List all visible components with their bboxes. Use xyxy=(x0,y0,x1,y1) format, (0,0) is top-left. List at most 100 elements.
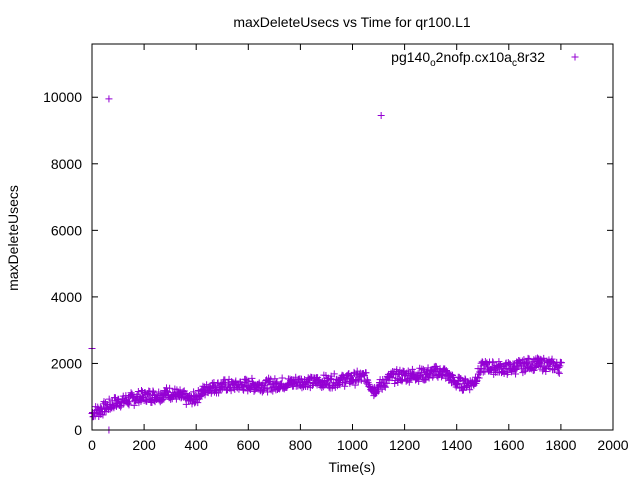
x-tick-label: 0 xyxy=(88,437,96,453)
data-point xyxy=(381,383,389,391)
data-point xyxy=(548,355,556,363)
y-tick-label: 0 xyxy=(74,422,82,438)
data-point xyxy=(525,355,533,363)
data-point xyxy=(125,401,133,409)
data-point xyxy=(181,389,189,397)
data-point xyxy=(556,362,564,370)
x-tick-label: 1000 xyxy=(337,437,368,453)
data-point xyxy=(260,385,268,393)
data-point xyxy=(523,359,531,367)
data-point-outlier xyxy=(105,95,113,103)
data-point xyxy=(166,384,174,392)
data-point xyxy=(421,376,429,384)
data-point xyxy=(442,367,450,375)
legend-label-part: pg140 xyxy=(391,49,430,65)
data-point xyxy=(489,358,497,366)
data-point xyxy=(554,368,562,376)
y-tick-label: 4000 xyxy=(51,289,82,305)
data-point xyxy=(500,369,508,377)
legend-label-part: c xyxy=(512,58,517,69)
data-point xyxy=(124,400,132,408)
data-point xyxy=(399,376,407,384)
data-point xyxy=(305,378,313,386)
data-point xyxy=(542,368,550,376)
data-point xyxy=(415,377,423,385)
y-tick-label: 2000 xyxy=(51,355,82,371)
data-points xyxy=(88,95,565,434)
data-point xyxy=(528,362,536,370)
data-point xyxy=(524,354,532,362)
data-point xyxy=(466,386,474,394)
data-point xyxy=(419,365,427,373)
legend-label-part: 2nofp.cx10a xyxy=(436,49,512,65)
x-tick-label: 2000 xyxy=(597,437,628,453)
legend-label-part: 8r32 xyxy=(517,49,545,65)
legend-label-part: o xyxy=(430,58,436,69)
data-point xyxy=(248,374,256,382)
data-point xyxy=(269,387,277,395)
x-tick-label: 400 xyxy=(185,437,209,453)
data-point xyxy=(513,363,521,371)
data-point xyxy=(149,387,157,395)
x-axis-label: Time(s) xyxy=(329,459,376,475)
data-point xyxy=(557,359,565,367)
data-point xyxy=(489,359,497,367)
data-point xyxy=(362,369,370,377)
data-point xyxy=(129,393,137,401)
data-point xyxy=(555,369,563,377)
plot-frame xyxy=(91,43,614,431)
data-point xyxy=(512,370,520,378)
x-tick-label: 200 xyxy=(132,437,156,453)
data-point xyxy=(455,373,463,381)
data-point xyxy=(391,379,399,387)
data-point xyxy=(393,375,401,383)
data-point xyxy=(264,388,272,396)
data-point xyxy=(298,384,306,392)
data-point xyxy=(190,388,198,396)
data-point xyxy=(369,384,377,392)
data-point xyxy=(232,377,240,385)
data-point xyxy=(263,384,271,392)
data-point xyxy=(199,382,207,390)
y-tick-label: 10000 xyxy=(43,89,82,105)
x-tick-label: 1400 xyxy=(441,437,472,453)
data-point xyxy=(430,371,438,379)
x-tick-label: 1800 xyxy=(545,437,576,453)
data-point xyxy=(330,370,338,378)
data-point xyxy=(475,374,483,382)
data-point xyxy=(278,374,286,382)
data-point xyxy=(375,387,383,395)
y-tick-label: 6000 xyxy=(51,222,82,238)
legend: pg140o2nofp.cx10ac8r32 xyxy=(391,49,579,69)
data-point xyxy=(144,391,152,399)
data-point xyxy=(117,403,125,411)
data-point xyxy=(158,396,166,404)
x-tick-label: 600 xyxy=(237,437,261,453)
axis-ticks: 0 200 400 600 800 1000 1200 1400 1600 1800 2000 0 20… xyxy=(43,44,629,453)
data-point xyxy=(100,398,108,406)
x-tick-label: 1200 xyxy=(389,437,420,453)
data-point xyxy=(175,390,183,398)
data-point xyxy=(244,377,252,385)
data-point xyxy=(99,411,107,419)
data-point xyxy=(96,404,104,412)
data-point xyxy=(438,372,446,380)
data-point xyxy=(495,358,503,366)
data-point xyxy=(105,395,113,403)
data-point xyxy=(479,368,487,376)
y-tick-label: 8000 xyxy=(51,156,82,172)
data-point xyxy=(351,381,359,389)
data-point xyxy=(214,379,222,387)
data-point xyxy=(341,382,349,390)
data-point xyxy=(425,374,433,382)
data-point xyxy=(250,387,258,395)
data-point xyxy=(130,401,138,409)
data-point xyxy=(272,379,280,387)
data-point xyxy=(240,386,248,394)
data-point xyxy=(146,395,154,403)
data-point-outlier xyxy=(377,112,385,120)
y-axis-label: maxDeleteUsecs xyxy=(5,185,21,291)
data-point xyxy=(106,405,114,413)
data-point xyxy=(474,373,482,381)
